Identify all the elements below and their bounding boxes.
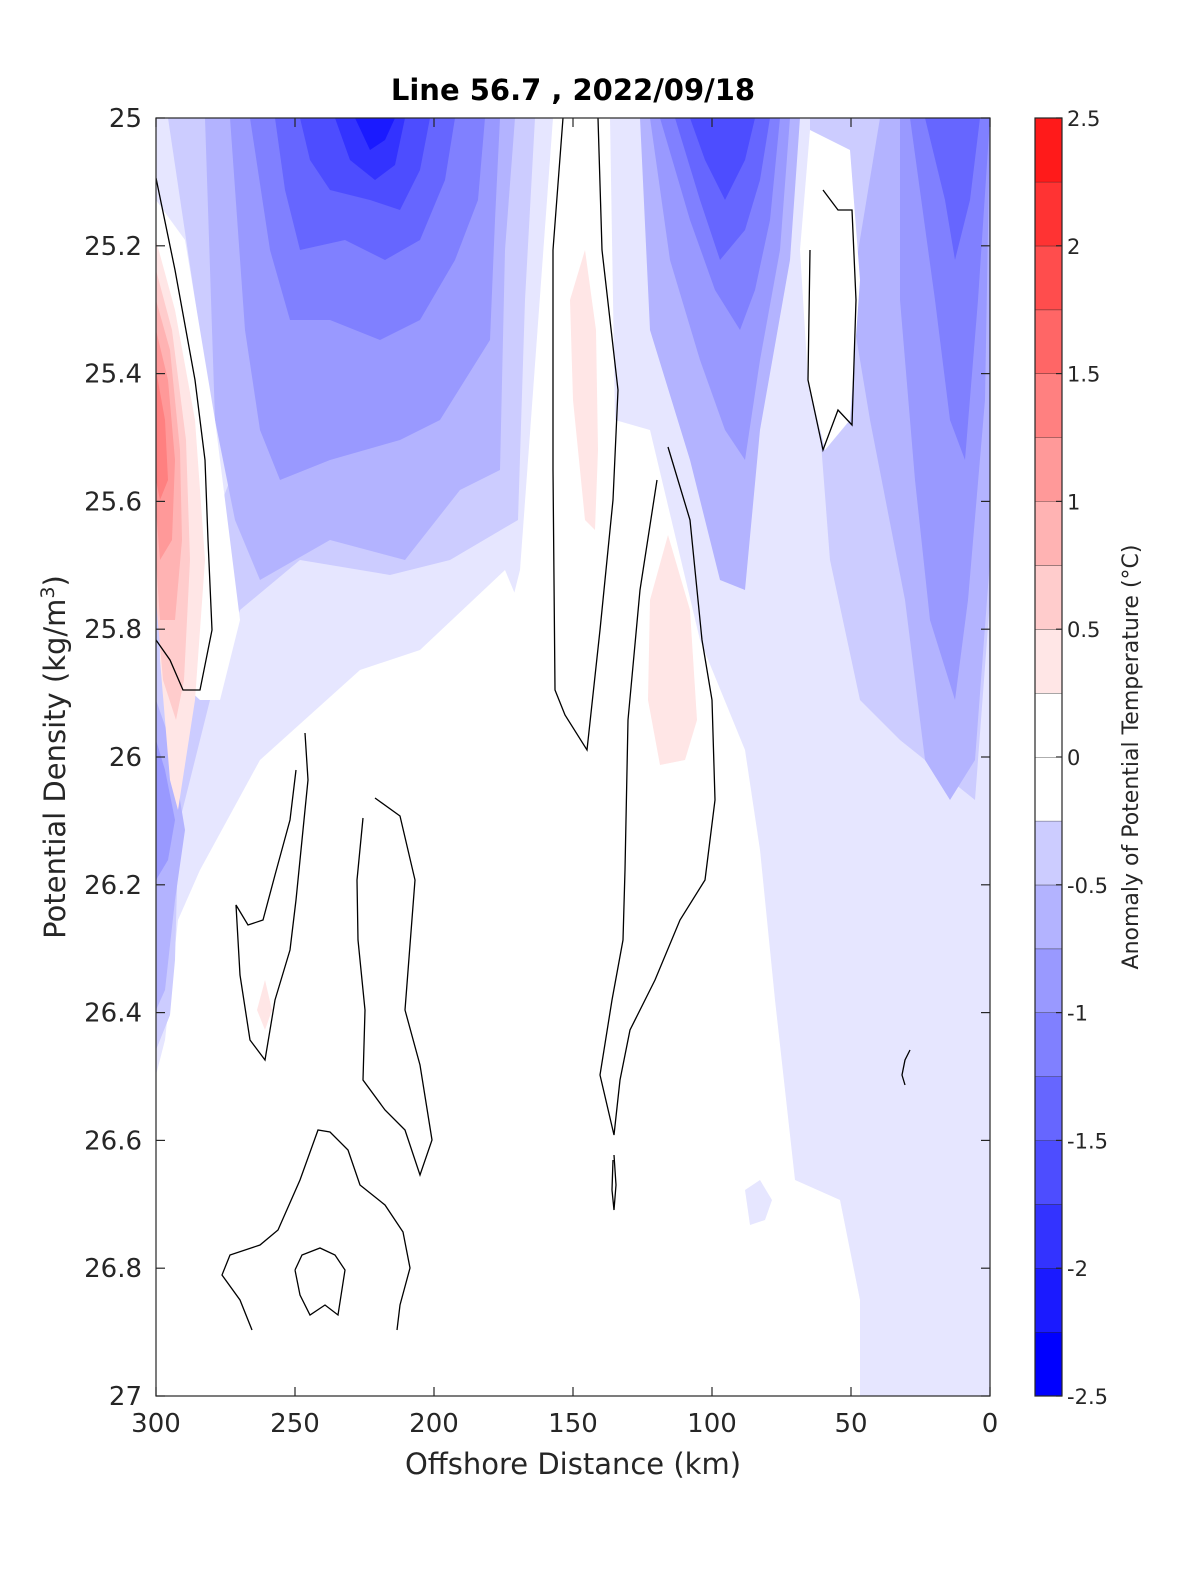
colorbar-swatch (1035, 1268, 1062, 1333)
zero-contour-fleck-b (901, 1049, 911, 1086)
zero-contour-bottom-b (294, 1247, 346, 1317)
y-axis-label-close: ) (38, 575, 72, 586)
x-axis-label: Offshore Distance (km) (405, 1447, 741, 1481)
zero-contour-central-b (599, 446, 716, 1136)
x-tick-label: 100 (687, 1409, 737, 1439)
zero-contour-lower-a (235, 732, 309, 1062)
y-tick-label: 27 (109, 1382, 142, 1412)
zero-contour-central-a (552, 118, 619, 752)
y-tick-label: 25.4 (84, 360, 142, 390)
zero-contour-pocket (807, 189, 857, 453)
colorbar-ticks: 2.5 2 1.5 1 0.5 0 -0.5 -1 -1.5 -2 -2.5 (1056, 107, 1108, 1409)
x-tick-label: 200 (409, 1409, 459, 1439)
y-axis-label: Potential Density (kg/m3) (37, 575, 72, 939)
y-tick-label: 25 (109, 104, 142, 134)
y-tick-label: 26 (109, 743, 142, 773)
band-pos-0.25-b (570, 250, 598, 530)
colorbar-tick-label: 2.5 (1067, 107, 1100, 131)
colorbar-swatch (1035, 181, 1062, 246)
colorbar-swatch (1035, 565, 1062, 630)
band-neg-1.0-d (156, 740, 175, 880)
band-neg-pockets-lower (745, 1180, 772, 1225)
band-neg-2.25 (355, 118, 395, 150)
colorbar-tick-label: 0 (1067, 746, 1080, 770)
colorbar-swatch (1035, 629, 1062, 694)
y-tick-label: 26.4 (84, 999, 142, 1029)
band-neg-1.75-b (690, 118, 755, 200)
x-tick-label: 0 (982, 1409, 999, 1439)
colorbar (1034, 117, 1063, 1397)
x-tick-label: 300 (131, 1409, 181, 1439)
colorbar-swatch (1035, 1140, 1062, 1205)
band-pos-0.25-d (257, 980, 272, 1030)
colorbar-tick-label: -1.5 (1067, 1129, 1108, 1153)
colorbar-swatch (1035, 437, 1062, 502)
x-tick-label: 50 (834, 1409, 867, 1439)
colorbar-swatch (1035, 820, 1062, 885)
colorbar-swatch (1035, 501, 1062, 566)
colorbar-tick-label: 2 (1067, 235, 1080, 259)
colorbar-swatch (1035, 118, 1062, 182)
colorbar-swatch (1035, 757, 1062, 821)
zero-contour-fleck-a (611, 1154, 617, 1211)
y-axis: 25 25.2 25.4 25.6 25.8 26 26.2 26.4 26.6 26.8 27 (84, 104, 990, 1412)
band-neg-1.5-c (925, 118, 980, 260)
chart-title: Line 56.7 , 2022/09/18 (391, 73, 755, 107)
colorbar-tick-label: -2.5 (1067, 1385, 1108, 1409)
anomaly-filled-contours (156, 118, 990, 1396)
colorbar-tick-label: 0.5 (1067, 618, 1100, 642)
colorbar-swatch (1035, 884, 1062, 949)
colorbar-swatch (1035, 1012, 1062, 1077)
colorbar-tick-label: 1.5 (1067, 363, 1100, 387)
y-tick-label: 25.8 (84, 615, 142, 645)
y-axis-label-main: Potential Density (kg/m (38, 599, 72, 939)
zero-contour-left (156, 177, 213, 691)
y-tick-label: 26.8 (84, 1254, 142, 1284)
colorbar-swatch (1035, 309, 1062, 374)
colorbar-swatch (1035, 1076, 1062, 1141)
x-tick-label: 150 (548, 1409, 598, 1439)
y-tick-label: 25.6 (84, 487, 142, 517)
colorbar-tick-label: -2 (1067, 1257, 1088, 1281)
x-axis: 300 250 200 150 100 50 0 (131, 118, 998, 1439)
colorbar-swatch (1035, 1204, 1062, 1269)
x-tick-label: 250 (270, 1409, 320, 1439)
colorbar-swatch (1035, 245, 1062, 310)
colorbar-tick-label: -0.5 (1067, 874, 1108, 898)
colorbar-swatch (1035, 948, 1062, 1013)
colorbar-swatch (1035, 693, 1062, 757)
y-tick-label: 26.6 (84, 1126, 142, 1156)
plot-area (155, 117, 991, 1397)
colorbar-tick-label: 1 (1067, 490, 1080, 514)
band-pos-0.25-c (648, 535, 697, 765)
y-axis-label-sup: 3 (37, 586, 59, 598)
colorbar-label: Anomaly of Potential Temperature (°C) (1119, 545, 1144, 970)
band-pos-1.25 (156, 370, 168, 500)
band-zero-gap (156, 118, 860, 1396)
colorbar-swatch (1035, 373, 1062, 438)
y-tick-label: 26.2 (84, 871, 142, 901)
y-tick-label: 25.2 (84, 232, 142, 262)
band-neg-1.25-c (910, 118, 990, 460)
zero-contour-lines (156, 118, 911, 1331)
zero-contour-bottom-a (221, 1129, 411, 1331)
colorbar-swatch (1035, 1332, 1062, 1396)
zero-contour-lower-b (356, 797, 433, 1178)
colorbar-tick-label: -1 (1067, 1002, 1088, 1026)
